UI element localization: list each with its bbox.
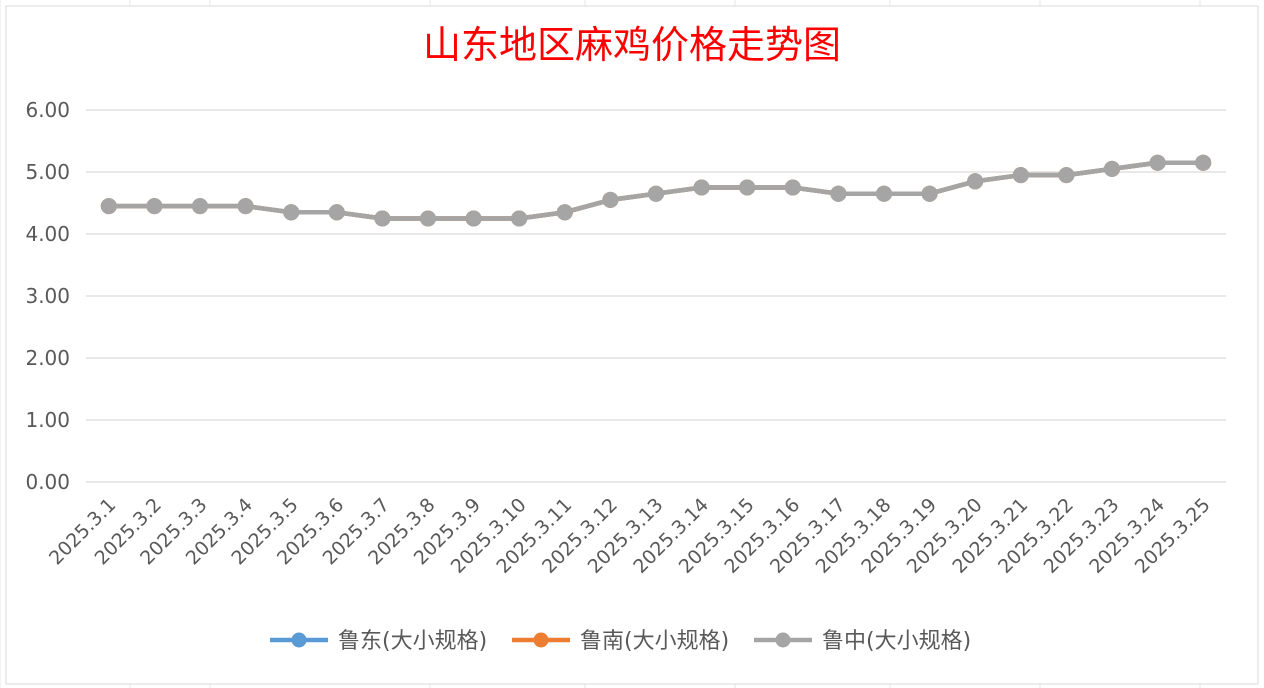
data-point-marker xyxy=(739,179,756,196)
chart-area[interactable] xyxy=(5,5,1259,685)
data-point-marker xyxy=(420,210,436,227)
data-point-marker xyxy=(374,210,391,227)
data-point-marker xyxy=(1149,154,1166,171)
data-point-marker xyxy=(100,198,117,215)
data-point-marker xyxy=(967,173,984,190)
data-point-marker xyxy=(511,210,528,227)
legend-marker-swatch xyxy=(533,632,549,648)
data-point-marker xyxy=(830,185,847,202)
chart-title: 山东地区麻鸡价格走势图 xyxy=(423,23,841,67)
data-point-marker xyxy=(876,185,892,202)
data-point-marker xyxy=(556,204,573,221)
data-point-marker xyxy=(237,198,254,215)
data-point-marker xyxy=(283,204,300,221)
legend-label: 鲁南(大小规格) xyxy=(580,629,729,654)
data-point-marker xyxy=(1058,167,1075,184)
legend: 鲁东(大小规格) 鲁南(大小规格) 鲁中(大小规格) xyxy=(270,629,971,654)
series xyxy=(100,154,1212,227)
y-tick-label: 3.00 xyxy=(25,284,70,308)
y-tick-label: 4.00 xyxy=(25,222,70,246)
data-point-marker xyxy=(465,210,482,227)
legend-label: 鲁中(大小规格) xyxy=(822,629,971,654)
data-point-marker xyxy=(602,191,619,208)
y-tick-label: 0.00 xyxy=(25,470,70,494)
y-tick-label: 2.00 xyxy=(25,346,70,370)
data-point-marker xyxy=(693,179,710,196)
y-axis-tick-labels: 0.00 1.00 2.00 3.00 4.00 5.00 6.00 xyxy=(25,98,70,494)
data-point-marker xyxy=(921,185,938,202)
data-point-marker xyxy=(1104,160,1120,177)
data-point-marker xyxy=(1012,167,1029,184)
legend-marker-swatch xyxy=(291,632,307,648)
y-tick-label: 5.00 xyxy=(25,160,70,184)
data-point-marker xyxy=(328,204,345,221)
y-tick-label: 1.00 xyxy=(25,408,70,432)
data-point-marker xyxy=(146,198,163,215)
legend-label: 鲁东(大小规格) xyxy=(338,629,487,654)
y-tick-label: 6.00 xyxy=(25,98,70,122)
data-point-marker xyxy=(648,185,664,202)
plot-series xyxy=(100,154,1212,227)
data-point-marker xyxy=(784,179,801,196)
data-point-marker xyxy=(192,198,208,215)
data-point-marker xyxy=(1195,154,1212,171)
legend-marker-swatch xyxy=(775,632,791,648)
y-gridlines xyxy=(86,109,1226,483)
